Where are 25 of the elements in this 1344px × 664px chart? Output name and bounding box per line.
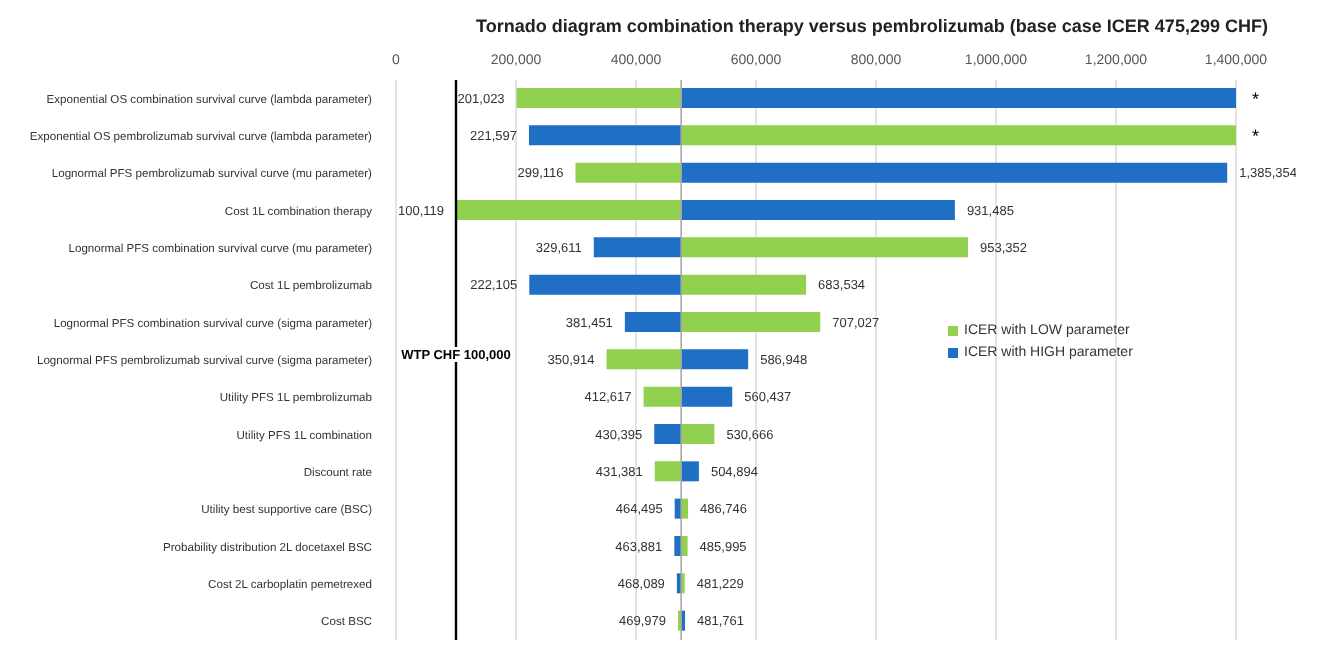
bar bbox=[681, 125, 1236, 146]
bar bbox=[528, 125, 682, 146]
bar bbox=[654, 424, 682, 444]
bar bbox=[681, 237, 969, 258]
bar bbox=[606, 349, 682, 370]
bar bbox=[529, 274, 682, 295]
bar bbox=[593, 237, 682, 258]
bar bbox=[681, 312, 821, 332]
annotation: * bbox=[1252, 89, 1260, 110]
bar bbox=[681, 461, 699, 482]
bar bbox=[456, 200, 682, 220]
bar bbox=[624, 312, 682, 332]
bar bbox=[516, 88, 682, 108]
bar bbox=[575, 162, 682, 183]
bar bbox=[681, 424, 715, 444]
bar bbox=[681, 274, 807, 295]
bar bbox=[643, 386, 682, 407]
bar bbox=[681, 162, 1228, 183]
bar bbox=[681, 200, 955, 220]
bar bbox=[681, 386, 733, 407]
bar bbox=[681, 88, 1236, 108]
bar bbox=[681, 349, 749, 370]
annotation: * bbox=[1252, 126, 1260, 147]
chart-title: Tornado diagram combination therapy versus pembrolizumab (base case ICER 475,299 CHF) bbox=[474, 16, 1270, 40]
bar bbox=[654, 461, 682, 482]
